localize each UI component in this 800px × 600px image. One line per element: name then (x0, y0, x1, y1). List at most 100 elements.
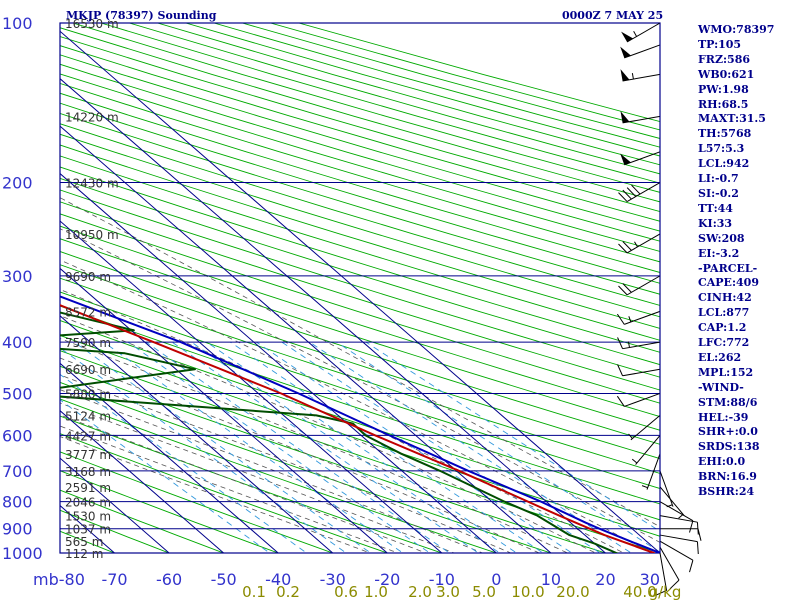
wind-barb-feather (696, 541, 699, 555)
sounding-traces (60, 295, 660, 553)
dry-adiabat-line (60, 82, 660, 263)
index-item: EHI:0.0 (698, 455, 746, 469)
wind-barb-half-feather (634, 241, 638, 248)
mixing-ratio-label: 0.6 (334, 583, 358, 600)
wind-barb-shaft (659, 501, 694, 522)
dry-adiabat-line (60, 381, 553, 553)
dry-adiabat-line (60, 451, 335, 553)
mixing-ratio-line (60, 347, 347, 553)
index-item: TP:105 (698, 37, 742, 51)
index-item: MPL:152 (698, 365, 754, 379)
pressure-tick-label: 700 (2, 462, 33, 481)
frame-grid (59, 22, 661, 554)
index-item: -WIND- (698, 380, 744, 394)
wind-barb (620, 151, 661, 166)
height-label: 112 m (65, 547, 103, 561)
index-item: MAXT:31.5 (698, 112, 766, 126)
isotherm-line (60, 315, 334, 553)
wind-barb-half-feather (641, 485, 648, 489)
temperature-tick-label: -20 (374, 570, 400, 589)
wind-barb-shaft (626, 233, 661, 254)
mixing-ratio-line (230, 341, 544, 553)
wind-barb-pennant (621, 31, 634, 42)
index-item: CINH:42 (698, 291, 752, 305)
height-label: 1530 m (65, 510, 111, 524)
wind-barb-shaft (626, 22, 661, 43)
temperature-trace (60, 304, 656, 553)
wind-barb-shaft (622, 73, 661, 82)
dry-adiabat-line (60, 509, 171, 553)
dry-adiabat-line (60, 54, 660, 232)
wind-barb (659, 534, 699, 555)
pressure-tick-label: 900 (2, 520, 33, 539)
dry-adiabat-line (60, 365, 607, 553)
dry-adiabat-line (60, 415, 444, 553)
wind-barb-feather (618, 285, 628, 296)
height-label: 7590 m (65, 336, 111, 350)
dry-adiabat-line (60, 63, 660, 242)
index-item: SRDS:138 (698, 440, 760, 454)
wind-barb (618, 233, 661, 254)
index-item: SHR+:0.0 (698, 425, 758, 439)
index-item: WB0:621 (698, 67, 755, 81)
dry-adiabat-line (60, 489, 225, 553)
index-item: -PARCEL- (698, 261, 758, 275)
index-item: LFC:772 (698, 336, 750, 350)
wind-barb (621, 22, 661, 43)
wind-barb-half-feather (633, 31, 638, 37)
height-label: 9690 m (65, 270, 111, 284)
wind-barb-pennant (620, 69, 630, 81)
wind-barb (618, 182, 661, 202)
height-label: 14220 m (65, 110, 119, 124)
wind-barb-shaft (635, 435, 661, 465)
temperature-tick-label: 30 (640, 570, 660, 589)
isotherm-line (60, 457, 170, 553)
dry-adiabat-line (60, 45, 660, 222)
wind-barb-shaft (659, 515, 698, 523)
pressure-tick-label: 300 (2, 267, 33, 286)
wind-barb-shaft (622, 368, 661, 377)
wind-barb-shaft (624, 44, 661, 59)
wind-barb-half-feather (631, 458, 638, 464)
wind-barb (620, 111, 661, 124)
temperature-tick-label: mb-80 (33, 570, 85, 589)
mixing-ratio-line (365, 341, 660, 532)
dry-adiabat-line (0, 23, 32, 564)
wind-barb-half-feather (627, 341, 630, 348)
temperature-tick-label: -50 (211, 570, 237, 589)
dry-adiabat-line (60, 320, 660, 521)
isotherm-line (60, 267, 388, 553)
dry-adiabat-line (60, 189, 660, 378)
parcel-trace (60, 295, 660, 553)
height-label: 6690 m (65, 363, 111, 377)
indices-panel: WMO:78397 TP:105 FRZ:586 WB0:621 PW:1.98 RH:6… (698, 23, 774, 500)
isotherm-line (60, 172, 497, 553)
wind-barb-feather (622, 189, 632, 200)
index-item: L57:5.3 (698, 142, 745, 156)
mixing-ratio-label: 1.0 (364, 583, 388, 600)
mixing-ratio-line (171, 341, 480, 553)
isotherm-line (60, 125, 552, 553)
index-item: KI:33 (698, 216, 733, 230)
wind-barb (641, 453, 661, 490)
height-label: 2046 m (65, 496, 111, 510)
wind-barb-shaft (659, 540, 694, 561)
wind-barb-feather (655, 589, 667, 596)
pressure-tick-label: 800 (2, 493, 33, 512)
wind-barb (631, 435, 661, 465)
wind-barb-shaft (626, 275, 661, 296)
wind-barb-shaft (622, 341, 661, 350)
height-label: 4427 m (65, 429, 111, 443)
index-item: RH:68.5 (698, 97, 749, 111)
dry-adiabat-line (60, 201, 660, 391)
mixing-ratio-line (60, 373, 308, 553)
wind-barb (620, 44, 661, 59)
mixing-ratio-label: 40.0 (623, 583, 656, 600)
wind-barb-shaft (624, 392, 661, 407)
index-item: BSHR:24 (698, 485, 755, 499)
mixing-ratio-line (309, 341, 633, 553)
station-title: MKJP (78397) Sounding (66, 9, 217, 22)
wind-barb-feather (696, 522, 699, 535)
